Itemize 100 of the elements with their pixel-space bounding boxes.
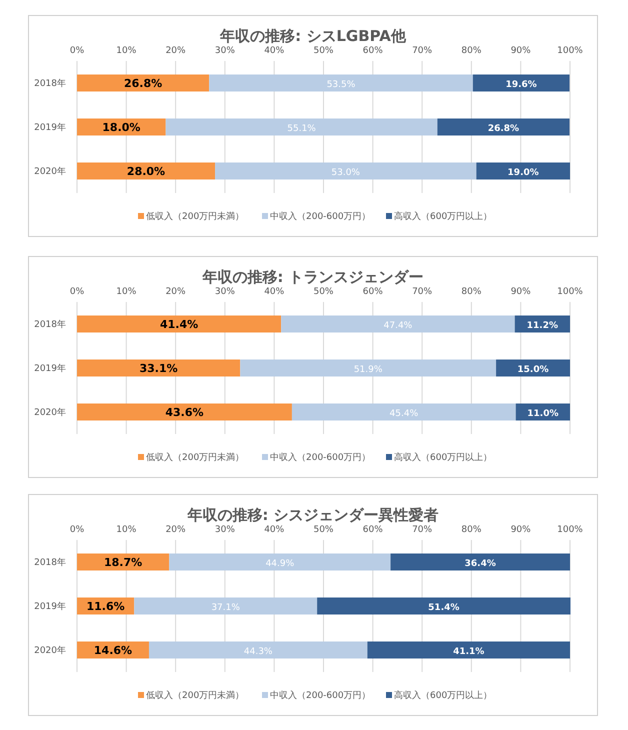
legend-label: 高収入（600万円以上） — [394, 690, 492, 701]
bar — [367, 642, 570, 658]
x-tick-label: 10% — [116, 287, 137, 297]
bar — [77, 316, 282, 332]
data-label: 11.0% — [527, 409, 558, 419]
bar — [472, 74, 570, 92]
data-label: 41.1% — [453, 647, 484, 657]
data-label: 53.5% — [326, 80, 356, 90]
bar — [292, 404, 516, 420]
data-label: 33.1% — [140, 362, 178, 375]
data-label: 45.4% — [390, 409, 419, 419]
bar — [166, 118, 438, 136]
x-tick-label: 50% — [313, 287, 334, 297]
x-tick-label: 40% — [264, 525, 285, 535]
data-label: 51.4% — [428, 603, 460, 613]
x-tick-label: 60% — [362, 287, 384, 297]
chart-title: 年収の推移: シスジェンダー異性愛者 — [186, 506, 439, 524]
legend-label: 中収入（200-600万円） — [270, 690, 371, 701]
chart-title: 年収の推移: トランスジェンダー — [201, 268, 424, 286]
data-label: 15.0% — [517, 365, 549, 375]
x-tick-label: 90% — [510, 287, 532, 297]
x-tick-label: 0% — [70, 525, 85, 535]
x-tick-label: 30% — [214, 46, 236, 56]
x-tick-label: 10% — [116, 46, 137, 56]
data-label: 14.6% — [94, 644, 132, 657]
x-tick-label: 90% — [510, 525, 532, 535]
data-label: 44.3% — [244, 647, 273, 657]
x-tick-label: 30% — [214, 525, 236, 535]
x-tick-label: 0% — [70, 46, 85, 56]
bar — [240, 360, 496, 376]
y-tick-label: 2019年 — [34, 122, 66, 133]
data-label: 28.0% — [126, 165, 166, 178]
x-tick-label: 40% — [264, 287, 285, 297]
bar — [77, 74, 210, 92]
y-tick-label: 2018年 — [34, 557, 66, 568]
data-label: 18.0% — [102, 121, 140, 134]
x-tick-label: 20% — [166, 46, 186, 56]
data-label: 26.8% — [488, 124, 520, 134]
bar — [169, 554, 391, 570]
x-tick-label: 70% — [412, 525, 433, 535]
data-label: 19.6% — [506, 80, 537, 90]
bar — [437, 118, 570, 136]
data-label: 11.2% — [526, 321, 558, 331]
y-tick-label: 2020年 — [34, 645, 66, 656]
bar — [215, 162, 476, 180]
bar — [496, 360, 570, 376]
x-tick-label: 70% — [412, 46, 433, 56]
x-tick-label: 80% — [461, 525, 482, 535]
legend-label: 低収入（200万円未満） — [146, 211, 244, 222]
legend-label: 低収入（200万円未満） — [146, 452, 244, 463]
bar — [77, 404, 292, 420]
x-tick-label: 60% — [362, 525, 384, 535]
data-label: 51.9% — [354, 365, 383, 375]
y-tick-label: 2019年 — [34, 363, 66, 374]
bar — [77, 360, 240, 376]
y-tick-label: 2018年 — [34, 319, 66, 330]
x-tick-label: 100% — [557, 525, 584, 535]
legend-label: 中収入（200-600万円） — [270, 211, 371, 222]
data-label: 43.6% — [165, 406, 204, 419]
x-tick-label: 0% — [70, 287, 85, 297]
data-label: 26.8% — [124, 77, 162, 90]
x-tick-label: 80% — [461, 287, 482, 297]
bar — [317, 598, 570, 614]
data-label: 47.4% — [384, 321, 413, 331]
legend-label: 高収入（600万円以上） — [394, 211, 492, 222]
bar — [77, 162, 216, 180]
legend-label: 高収入（600万円以上） — [394, 452, 492, 463]
x-tick-label: 20% — [166, 287, 186, 297]
x-tick-label: 80% — [461, 46, 482, 56]
x-tick-label: 50% — [313, 46, 334, 56]
x-tick-label: 70% — [412, 287, 433, 297]
data-label: 19.0% — [508, 168, 539, 178]
legend-label: 中収入（200-600万円） — [270, 452, 371, 463]
x-tick-label: 100% — [557, 46, 584, 56]
x-tick-label: 60% — [362, 46, 384, 56]
x-tick-label: 20% — [166, 525, 186, 535]
bar — [476, 162, 570, 180]
x-tick-label: 50% — [313, 525, 334, 535]
bar — [148, 642, 368, 658]
bar — [77, 554, 170, 570]
bar — [134, 598, 318, 614]
data-label: 18.7% — [104, 556, 142, 569]
y-tick-label: 2018年 — [34, 78, 66, 89]
x-tick-label: 100% — [557, 287, 584, 297]
data-label: 11.6% — [86, 600, 125, 613]
bar — [209, 74, 473, 92]
y-tick-label: 2020年 — [34, 166, 66, 177]
data-label: 44.9% — [266, 559, 295, 569]
legend-label: 低収入（200万円未満） — [146, 690, 244, 701]
data-label: 55.1% — [287, 124, 316, 134]
x-tick-label: 30% — [214, 287, 236, 297]
y-tick-label: 2019年 — [34, 601, 66, 612]
chart-title: 年収の推移: シスLGBPA他 — [219, 27, 407, 45]
data-label: 53.0% — [331, 168, 360, 178]
bar — [281, 316, 515, 332]
x-tick-label: 40% — [264, 46, 285, 56]
bar — [390, 554, 570, 570]
y-tick-label: 2020年 — [34, 407, 66, 418]
data-label: 37.1% — [211, 603, 240, 613]
data-label: 41.4% — [160, 318, 198, 331]
